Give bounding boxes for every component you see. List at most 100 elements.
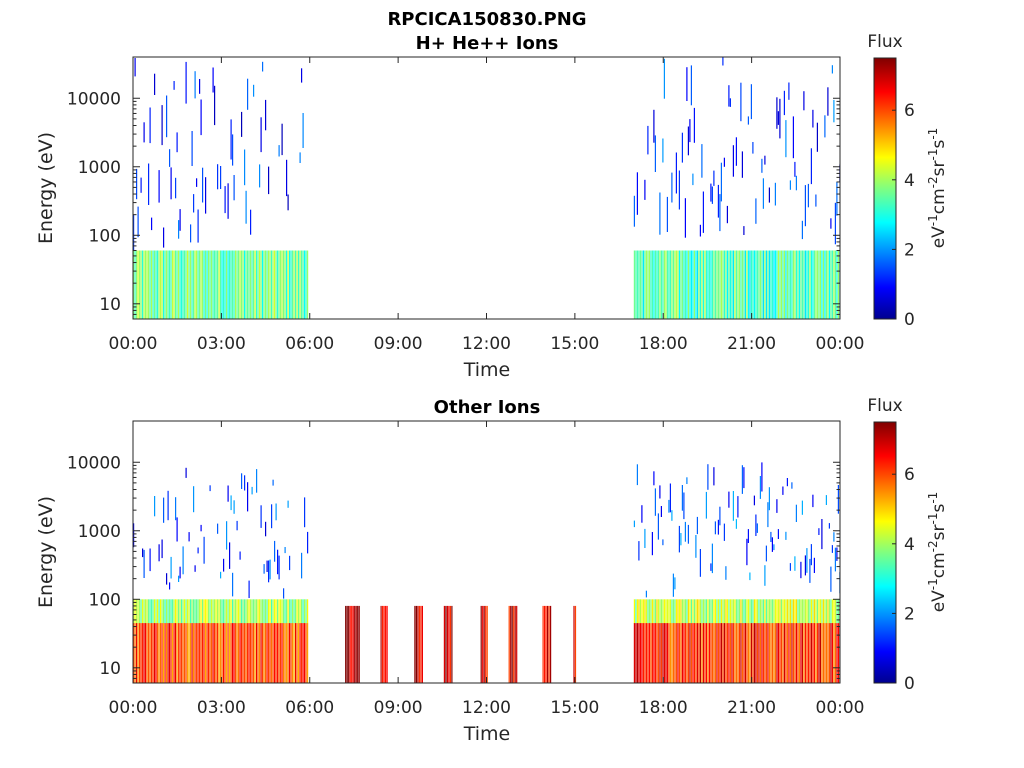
flux-band-stripe xyxy=(737,250,739,319)
flux-band-stripe xyxy=(767,599,769,624)
flux-band-stripe xyxy=(154,73,156,95)
flux-band-stripe xyxy=(184,623,186,683)
flux-band-stripe xyxy=(833,250,835,319)
flux-band-stripe xyxy=(176,623,178,683)
flux-band-stripe xyxy=(752,599,754,624)
flux-band-stripe xyxy=(259,250,261,319)
flux-band-stripe xyxy=(645,250,647,319)
flux-band-stripe xyxy=(705,623,707,683)
flux-band-stripe xyxy=(753,623,755,683)
flux-band-stripe xyxy=(761,250,763,319)
flux-band-stripe xyxy=(830,566,832,592)
flux-band-stripe xyxy=(196,250,198,319)
flux-burst-stripe xyxy=(358,605,360,683)
y-tick-label: 100 xyxy=(89,226,121,246)
flux-band-stripe xyxy=(797,623,799,683)
flux-band-stripe xyxy=(827,623,829,683)
flux-band-stripe xyxy=(208,599,210,624)
flux-band-stripe xyxy=(211,250,213,319)
flux-band-stripe xyxy=(134,58,136,77)
flux-band-stripe xyxy=(728,250,730,319)
flux-band-stripe xyxy=(305,623,307,683)
flux-band-stripe xyxy=(292,599,294,624)
flux-band-stripe xyxy=(701,599,703,624)
flux-band-stripe xyxy=(828,599,830,624)
flux-band-stripe xyxy=(692,173,694,186)
flux-band-stripe xyxy=(287,599,289,624)
flux-band-stripe xyxy=(680,599,682,624)
flux-burst-stripe xyxy=(550,605,552,683)
x-tick-label: 03:00 xyxy=(197,334,246,354)
x-tick-label: 00:00 xyxy=(816,334,865,354)
flux-band-stripe xyxy=(762,250,764,319)
flux-band-stripe xyxy=(169,599,171,624)
flux-band-stripe xyxy=(809,250,811,319)
flux-band-stripe xyxy=(642,623,644,683)
flux-band-stripe xyxy=(220,250,222,319)
flux-band-stripe xyxy=(236,250,238,319)
flux-band-stripe xyxy=(280,250,282,319)
flux-band-stripe xyxy=(263,599,265,624)
flux-band-stripe xyxy=(203,250,205,319)
flux-band-stripe xyxy=(253,623,255,683)
flux-band-stripe xyxy=(164,599,166,624)
flux-band-stripe xyxy=(738,250,740,319)
flux-band-stripe xyxy=(148,623,150,683)
y-tick-label: 10 xyxy=(99,295,121,315)
flux-band-stripe xyxy=(241,599,243,624)
flux-band-stripe xyxy=(810,250,812,319)
flux-band-stripe xyxy=(677,623,679,683)
flux-band-stripe xyxy=(836,250,838,319)
flux-band-stripe xyxy=(302,250,304,319)
flux-band-stripe xyxy=(776,250,778,319)
flux-band-stripe xyxy=(815,194,817,207)
flux-band-stripe xyxy=(696,623,698,683)
flux-band-stripe xyxy=(654,250,656,319)
flux-band-stripe xyxy=(717,184,719,218)
flux-band-stripe xyxy=(275,623,277,683)
flux-band-stripe xyxy=(726,599,728,624)
flux-band-stripe xyxy=(220,166,222,189)
flux-band-stripe xyxy=(176,517,178,542)
flux-band-stripe xyxy=(663,623,665,683)
flux-band-stripe xyxy=(170,599,172,624)
flux-burst-stripe xyxy=(483,605,485,683)
flux-band-stripe xyxy=(761,462,763,492)
flux-band-stripe xyxy=(220,623,222,683)
flux-band-stripe xyxy=(208,623,210,683)
flux-band-stripe xyxy=(158,250,160,319)
flux-burst xyxy=(542,605,552,683)
flux-band-stripe xyxy=(175,623,177,683)
flux-band-stripe xyxy=(289,599,291,624)
flux-band-stripe xyxy=(750,599,752,624)
flux-band-stripe xyxy=(232,134,234,166)
flux-band-stripe xyxy=(660,506,662,517)
flux-band-stripe xyxy=(648,599,650,624)
flux-band-stripe xyxy=(684,198,686,238)
flux-band-stripe xyxy=(722,57,724,66)
flux-band-stripe xyxy=(740,623,742,683)
flux-band-stripe xyxy=(170,556,172,579)
flux-band-stripe xyxy=(777,623,779,683)
flux-band-stripe xyxy=(812,250,814,319)
flux-band-stripe xyxy=(825,250,827,319)
flux-band-stripe xyxy=(662,623,664,683)
flux-band-stripe xyxy=(638,623,640,683)
flux-band-stripe xyxy=(747,623,749,683)
flux-band-stripe xyxy=(807,599,809,624)
flux-band-stripe xyxy=(202,167,204,203)
flux-band-stripe xyxy=(776,623,778,683)
flux-band-stripe xyxy=(771,250,773,319)
spectrogram-area xyxy=(133,462,841,683)
flux-band-stripe xyxy=(233,623,235,683)
flux-band-stripe xyxy=(756,599,758,624)
flux-band-stripe xyxy=(155,250,157,319)
flux-band-stripe xyxy=(256,250,258,319)
flux-band-stripe xyxy=(791,250,793,319)
flux-band-stripe xyxy=(145,623,147,683)
flux-band-stripe xyxy=(680,623,682,683)
flux-band-stripe xyxy=(641,599,643,624)
flux-band-stripe xyxy=(139,599,141,624)
flux-burst-stripe xyxy=(516,605,518,683)
flux-band-stripe xyxy=(268,599,270,624)
